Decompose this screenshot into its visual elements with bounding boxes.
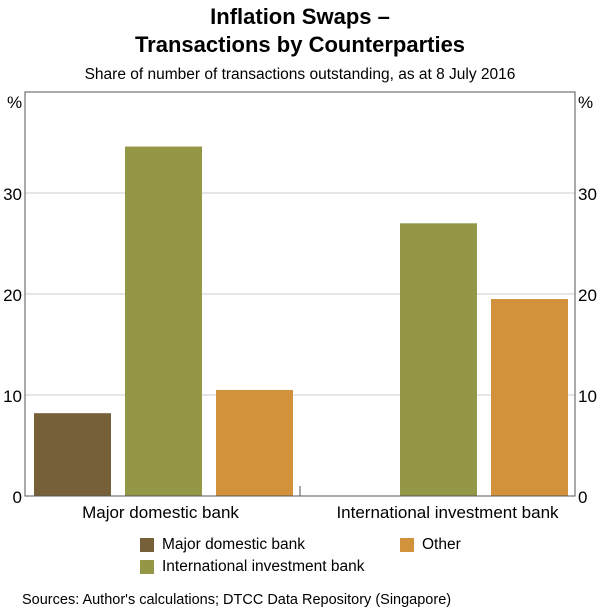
chart-title-line-1: Inflation Swaps – <box>210 4 390 29</box>
y-axis-unit-right: % <box>578 93 593 112</box>
y-tick-label-right: 10 <box>578 387 597 406</box>
y-tick-label-right: 20 <box>578 286 597 305</box>
x-tick-label: Major domestic bank <box>82 503 239 522</box>
y-tick-label-left: 30 <box>3 185 22 204</box>
legend-label: International investment bank <box>162 558 365 575</box>
legend-swatch <box>400 538 414 552</box>
y-tick-label-left: 0 <box>13 488 22 507</box>
x-tick-label: International investment bank <box>336 503 559 522</box>
y-tick-label-right: 0 <box>578 488 587 507</box>
bar-1-2 <box>125 146 202 497</box>
bar-1-3 <box>216 389 293 496</box>
legend-item-major-domestic-bank: Major domestic bank <box>140 536 305 554</box>
legend-swatch <box>140 538 154 552</box>
legend-label: Major domestic bank <box>162 536 306 553</box>
source-note: Sources: Author's calculations; DTCC Dat… <box>22 592 452 608</box>
y-tick-label-left: 20 <box>3 286 22 305</box>
legend-item-other: Other <box>400 536 461 554</box>
legend-item-international-investment-bank: International investment bank <box>140 558 364 576</box>
legend-swatch <box>140 560 154 574</box>
legend-label: Other <box>422 536 461 553</box>
y-tick-label-left: 10 <box>3 387 22 406</box>
chart-subtitle: Share of number of transactions outstand… <box>84 66 516 83</box>
bar-2-3 <box>491 299 568 496</box>
y-axis-unit-left: % <box>7 93 22 112</box>
bar-2-2 <box>400 223 477 497</box>
chart-title-line-2: Transactions by Counterparties <box>134 32 466 57</box>
y-tick-label-right: 30 <box>578 185 597 204</box>
bar-1-1 <box>34 413 111 496</box>
plot-frame <box>24 91 576 497</box>
